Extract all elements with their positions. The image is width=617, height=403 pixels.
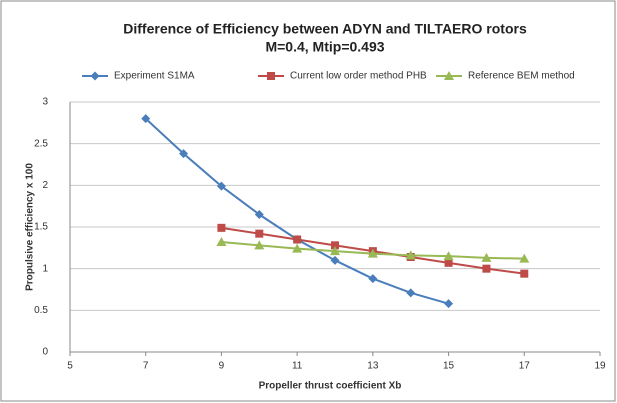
marker bbox=[292, 243, 303, 253]
y-tick-label: 1.5 bbox=[34, 222, 48, 233]
x-tick-label: 17 bbox=[519, 361, 531, 372]
marker bbox=[293, 235, 302, 244]
marker bbox=[443, 251, 454, 261]
x-tick-label: 15 bbox=[443, 361, 455, 372]
marker bbox=[519, 253, 530, 263]
x-tick-label: 7 bbox=[143, 361, 149, 372]
y-tick-label: 2.5 bbox=[34, 138, 48, 149]
chart-subtitle: M=0.4, Mtip=0.493 bbox=[265, 39, 384, 55]
marker bbox=[368, 274, 378, 284]
marker bbox=[254, 240, 265, 250]
marker bbox=[482, 264, 491, 273]
marker bbox=[444, 299, 454, 309]
legend-label: Current low order method PHB bbox=[290, 71, 427, 82]
marker bbox=[367, 248, 378, 258]
y-tick-label: 0.5 bbox=[34, 305, 48, 316]
legend-label: Reference BEM method bbox=[468, 71, 575, 82]
y-tick-label: 0 bbox=[42, 347, 48, 358]
marker bbox=[216, 237, 227, 246]
marker bbox=[330, 246, 340, 256]
marker bbox=[444, 258, 453, 267]
marker bbox=[520, 269, 529, 278]
chart-title: Difference of Efficiency between ADYN an… bbox=[123, 21, 527, 37]
legend-label: Experiment S1MA bbox=[114, 71, 195, 82]
marker bbox=[444, 71, 454, 80]
marker bbox=[481, 252, 492, 262]
marker bbox=[267, 72, 275, 80]
marker bbox=[406, 288, 416, 298]
y-tick-label: 3 bbox=[42, 97, 48, 108]
marker bbox=[255, 229, 264, 238]
marker bbox=[331, 241, 339, 250]
marker bbox=[90, 71, 100, 81]
marker bbox=[330, 255, 340, 265]
y-tick-label: 2 bbox=[42, 180, 48, 191]
marker bbox=[179, 149, 189, 159]
marker bbox=[141, 114, 151, 124]
x-tick-label: 13 bbox=[367, 361, 379, 372]
x-axis-label: Propeller thrust coefficient Xb bbox=[259, 381, 402, 392]
x-tick-label: 9 bbox=[219, 361, 225, 372]
marker bbox=[254, 210, 264, 219]
x-tick-label: 5 bbox=[67, 361, 73, 372]
marker bbox=[216, 181, 226, 191]
x-tick-label: 19 bbox=[594, 361, 606, 372]
x-tick-label: 11 bbox=[292, 361, 303, 372]
y-axis-label: Propulsive efficiency x 100 bbox=[25, 163, 36, 291]
marker bbox=[405, 250, 416, 260]
marker bbox=[217, 223, 226, 232]
y-tick-label: 1 bbox=[42, 263, 48, 274]
